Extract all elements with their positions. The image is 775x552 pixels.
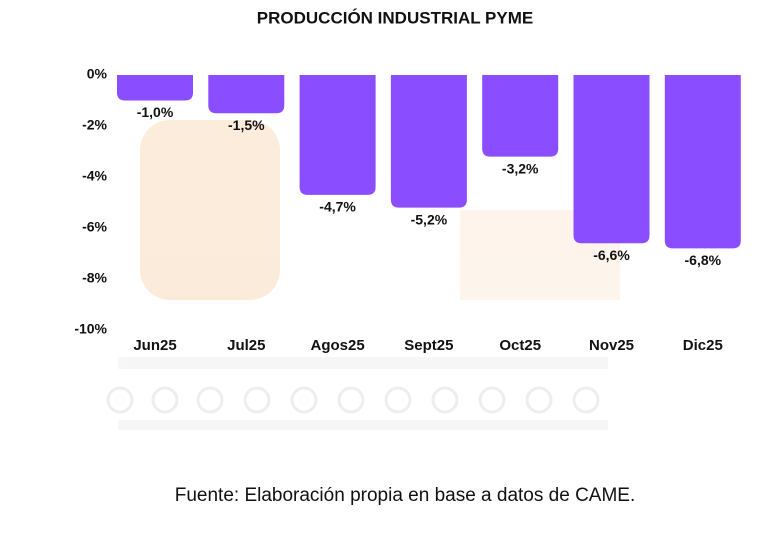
bar xyxy=(390,75,467,208)
value-label: -4,7% xyxy=(319,199,356,215)
y-tick-label: 0% xyxy=(87,66,108,82)
y-tick-label: -4% xyxy=(82,168,107,184)
value-label: -5,2% xyxy=(411,211,448,227)
conveyor-bottom xyxy=(118,420,608,430)
y-tick-label: -8% xyxy=(82,270,107,286)
x-tick-label: Dic25 xyxy=(683,337,723,354)
x-tick-label: Oct25 xyxy=(499,337,541,354)
conveyor-wheels xyxy=(106,386,600,414)
value-label: -1,0% xyxy=(137,104,174,120)
value-label: -6,6% xyxy=(593,247,630,263)
bar xyxy=(482,75,559,157)
background-illustration xyxy=(106,120,620,430)
bar xyxy=(117,75,193,101)
x-tick-label: Agos25 xyxy=(311,337,365,354)
y-tick-label: -2% xyxy=(82,117,107,133)
y-tick-label: -6% xyxy=(82,219,107,235)
conveyor-top xyxy=(118,357,608,369)
value-label: -3,2% xyxy=(502,160,539,176)
value-label: -6,8% xyxy=(685,252,722,268)
bar xyxy=(664,75,741,249)
value-label: -1,5% xyxy=(228,117,265,133)
chart-title: PRODUCCIÓN INDUSTRIAL PYME xyxy=(257,8,533,27)
source-note: Fuente: Elaboración propia en base a dat… xyxy=(175,485,636,506)
x-tick-label: Jun25 xyxy=(133,337,176,354)
x-tick-label: Nov25 xyxy=(589,337,634,354)
worker-body xyxy=(140,120,280,300)
bar xyxy=(573,75,650,244)
bar xyxy=(208,75,285,114)
y-tick-label: -10% xyxy=(74,321,107,337)
x-tick-label: Sept25 xyxy=(404,337,453,354)
bar xyxy=(299,75,376,195)
x-tick-label: Jul25 xyxy=(227,337,265,354)
